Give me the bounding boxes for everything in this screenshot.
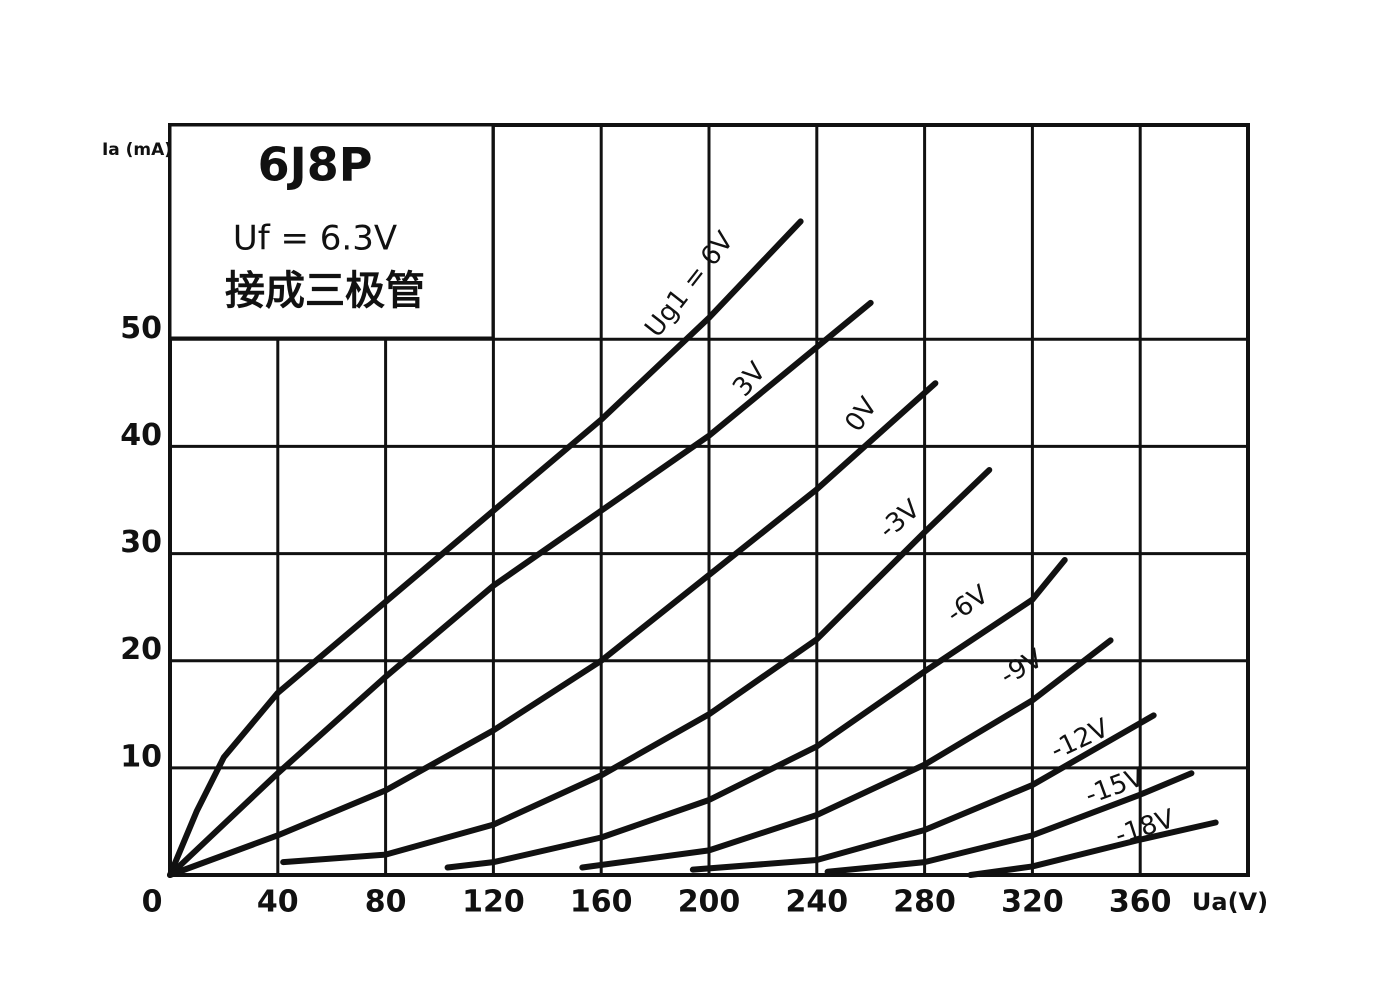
x-axis-label: Ua(V) — [1192, 888, 1268, 916]
subtitle: Uf = 6.3V — [233, 219, 397, 259]
curve — [579, 637, 1114, 871]
curve — [167, 380, 939, 878]
x-tick-label: 360 — [1109, 885, 1172, 920]
y-tick-label: 20 — [120, 632, 162, 667]
x-tick-label: 0 — [142, 885, 163, 920]
chart-title: 6J8P — [258, 138, 373, 192]
curve — [280, 467, 993, 866]
y-axis-label: Ia (mA) — [102, 140, 172, 160]
annotation: 接成三极管 — [225, 268, 425, 314]
curve — [689, 712, 1157, 873]
x-tick-label: 80 — [365, 885, 407, 920]
y-tick-label: 50 — [120, 311, 162, 346]
x-tick-label: 280 — [893, 885, 956, 920]
curve — [824, 770, 1195, 875]
y-tick-label: 10 — [120, 739, 162, 774]
y-tick-label: 30 — [120, 525, 162, 560]
x-tick-label: 200 — [678, 885, 741, 920]
x-tick-label: 320 — [1001, 885, 1064, 920]
x-tick-label: 240 — [785, 885, 848, 920]
x-tick-label: 160 — [570, 885, 633, 920]
series-label: 3V — [727, 357, 772, 403]
series-label: Ug1 = 6V — [639, 226, 740, 343]
curve — [167, 299, 874, 878]
series-label: -18V — [1112, 804, 1179, 851]
series-label: 0V — [839, 392, 883, 438]
x-tick-label: 40 — [257, 885, 299, 920]
curve — [444, 557, 1068, 871]
curve — [967, 819, 1219, 878]
series-label: -9V — [995, 644, 1048, 692]
y-tick-label: 40 — [120, 418, 162, 453]
x-tick-label: 120 — [462, 885, 525, 920]
curve — [167, 218, 804, 878]
series-label: -6V — [941, 580, 994, 630]
